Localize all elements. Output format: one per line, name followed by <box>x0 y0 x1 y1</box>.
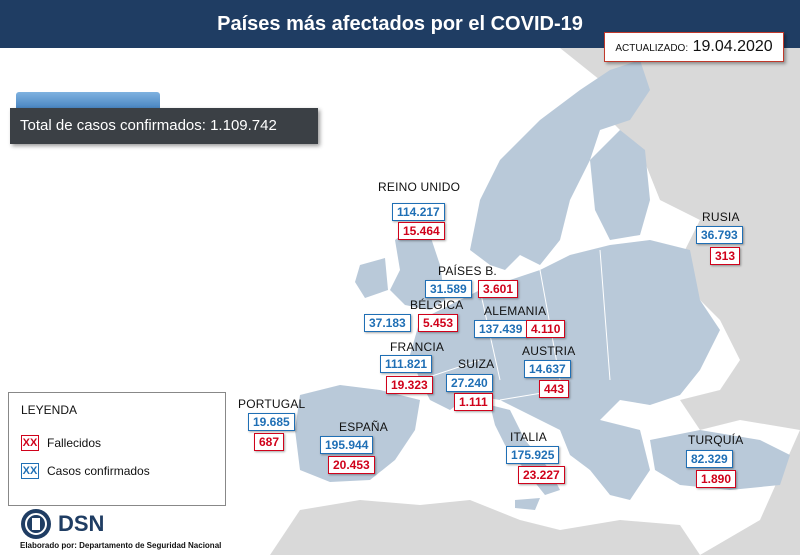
country-label-austria: AUSTRIA <box>522 344 576 358</box>
dsn-logo-text: DSN <box>58 511 105 536</box>
deaths-turquia: 1.890 <box>696 470 737 488</box>
deaths-suiza: 1.111 <box>454 393 493 411</box>
total-accent-strip <box>16 92 160 108</box>
country-label-alemania: ALEMANIA <box>484 304 547 318</box>
legend: LEYENDA XX Fallecidos XX Casos confirmad… <box>8 392 226 506</box>
legend-title: LEYENDA <box>21 403 78 417</box>
deaths-rusia: 313 <box>710 247 741 265</box>
country-label-paises-bajos: PAÍSES B. <box>438 264 497 278</box>
deaths-alemania: 4.110 <box>526 320 566 338</box>
confirmed-suiza: 27.240 <box>446 374 493 392</box>
country-label-espana: ESPAÑA <box>339 420 388 434</box>
iberia-land <box>295 385 420 482</box>
scandinavia-land <box>470 60 650 270</box>
country-label-reino-unido: REINO UNIDO <box>378 180 461 194</box>
country-label-suiza: SUIZA <box>458 357 495 371</box>
country-label-portugal: PORTUGAL <box>238 397 306 411</box>
updated-box: ACTUALIZADO: 19.04.2020 <box>604 32 784 62</box>
deaths-belgica: 5.453 <box>418 314 459 332</box>
confirmed-rusia: 36.793 <box>696 226 743 244</box>
total-cases-label: Total de casos confirmados: 1.109.742 <box>20 117 277 134</box>
africa-land <box>270 500 700 555</box>
russia-land <box>560 48 800 555</box>
confirmed-portugal: 19.685 <box>248 413 295 431</box>
country-label-italia: ITALIA <box>510 430 547 444</box>
deaths-paises-bajos: 3.601 <box>478 280 519 298</box>
confirmed-belgica: 37.183 <box>364 314 411 332</box>
country-label-francia: FRANCIA <box>390 340 445 354</box>
confirmed-paises-bajos: 31.589 <box>425 280 472 298</box>
confirmed-alemania: 137.439 <box>474 320 528 338</box>
legend-confirmed-marker: XX <box>21 463 39 479</box>
total-cases-box: Total de casos confirmados: 1.109.742 <box>10 108 318 144</box>
confirmed-espana: 195.944 <box>320 436 374 454</box>
confirmed-austria: 14.637 <box>524 360 571 378</box>
legend-deaths-label: Fallecidos <box>47 436 102 450</box>
page-title: Países más afectados por el COVID-19 <box>217 13 583 35</box>
ireland-land <box>355 258 388 298</box>
country-label-turquia: TURQUÍA <box>688 433 744 447</box>
deaths-francia: 19.323 <box>386 376 433 394</box>
footer-credit: Elaborado por: Departamento de Seguridad… <box>20 541 222 550</box>
legend-confirmed-label: Casos confirmados <box>47 464 150 478</box>
finland-land <box>590 130 650 240</box>
updated-label: ACTUALIZADO: <box>615 43 689 54</box>
deaths-italia: 23.227 <box>518 466 565 484</box>
header-bar: Países más afectados por el COVID-19 <box>0 0 800 48</box>
confirmed-italia: 175.925 <box>506 446 560 464</box>
deaths-portugal: 687 <box>254 433 285 451</box>
sicily-land <box>515 498 540 510</box>
country-label-belgica: BÉLGICA <box>410 298 464 312</box>
confirmed-francia: 111.821 <box>380 355 433 373</box>
country-label-rusia: RUSIA <box>702 210 740 224</box>
deaths-espana: 20.453 <box>328 456 375 474</box>
balkans-land <box>560 420 650 500</box>
legend-deaths-marker: XX <box>21 435 39 451</box>
dsn-emblem-icon <box>21 509 51 539</box>
updated-date: 19.04.2020 <box>692 38 773 55</box>
deaths-austria: 443 <box>539 380 570 398</box>
deaths-reino-unido: 15.464 <box>398 222 445 240</box>
confirmed-turquia: 82.329 <box>686 450 733 468</box>
confirmed-reino-unido: 114.217 <box>392 203 445 221</box>
